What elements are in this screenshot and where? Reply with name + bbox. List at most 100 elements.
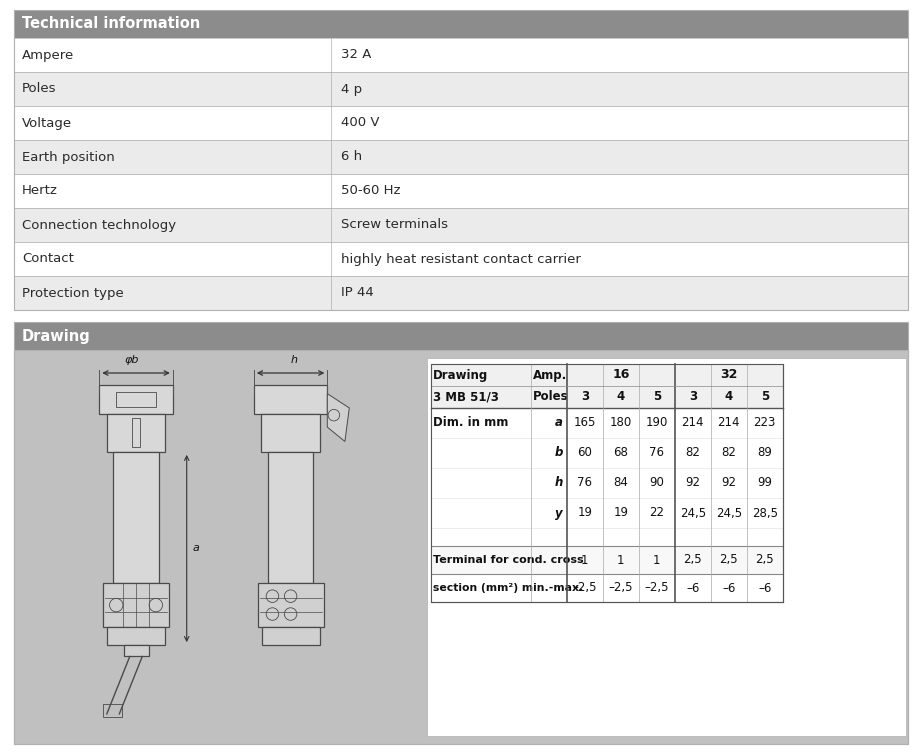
Bar bbox=[116, 392, 156, 406]
Text: 4 p: 4 p bbox=[341, 82, 362, 96]
Bar bbox=[431, 498, 783, 528]
Polygon shape bbox=[327, 394, 349, 441]
Text: 19: 19 bbox=[577, 507, 592, 520]
Text: h: h bbox=[554, 477, 562, 489]
Text: IP 44: IP 44 bbox=[341, 287, 374, 299]
Text: 28,5: 28,5 bbox=[751, 507, 778, 520]
Bar bbox=[14, 174, 908, 208]
Text: 89: 89 bbox=[757, 446, 773, 459]
Text: Dim. in mm: Dim. in mm bbox=[432, 416, 508, 430]
Text: 2,5: 2,5 bbox=[755, 553, 774, 566]
Text: 24,5: 24,5 bbox=[715, 507, 742, 520]
Text: 4: 4 bbox=[725, 391, 733, 403]
Text: 50-60 Hz: 50-60 Hz bbox=[341, 185, 401, 198]
Bar bbox=[103, 583, 169, 627]
Bar bbox=[100, 385, 172, 414]
Text: 19: 19 bbox=[613, 507, 628, 520]
Bar bbox=[14, 276, 908, 310]
Text: 90: 90 bbox=[649, 477, 664, 489]
Text: –2,5: –2,5 bbox=[609, 581, 633, 594]
Text: 99: 99 bbox=[757, 477, 773, 489]
Text: 76: 76 bbox=[649, 446, 664, 459]
Text: 214: 214 bbox=[717, 416, 740, 430]
Text: 24,5: 24,5 bbox=[680, 507, 706, 520]
Text: Amp.: Amp. bbox=[533, 369, 567, 382]
Bar bbox=[262, 627, 320, 645]
Text: 1: 1 bbox=[653, 553, 660, 566]
Text: 2,5: 2,5 bbox=[719, 553, 739, 566]
Text: Poles: Poles bbox=[22, 82, 56, 96]
Text: 400 V: 400 V bbox=[341, 117, 380, 130]
Bar bbox=[14, 322, 908, 350]
Text: y: y bbox=[555, 507, 562, 520]
Text: 82: 82 bbox=[685, 446, 700, 459]
Bar bbox=[431, 468, 783, 498]
Bar bbox=[14, 208, 908, 242]
Bar bbox=[103, 704, 122, 717]
Bar bbox=[133, 418, 140, 447]
Bar bbox=[14, 242, 908, 276]
Text: 5: 5 bbox=[653, 391, 661, 403]
Text: Technical information: Technical information bbox=[22, 17, 200, 32]
Bar bbox=[254, 385, 327, 414]
Bar bbox=[14, 10, 908, 38]
Bar bbox=[431, 386, 783, 408]
Bar bbox=[107, 414, 165, 452]
Bar bbox=[257, 583, 324, 627]
Bar bbox=[431, 364, 783, 386]
Text: 3: 3 bbox=[581, 391, 589, 403]
Text: 3: 3 bbox=[689, 391, 697, 403]
Bar bbox=[14, 10, 908, 310]
Text: 1: 1 bbox=[617, 553, 624, 566]
Bar bbox=[14, 72, 908, 106]
Text: 5: 5 bbox=[761, 391, 769, 403]
Text: 92: 92 bbox=[721, 477, 737, 489]
Text: Drawing: Drawing bbox=[432, 369, 488, 382]
Text: highly heat resistant contact carrier: highly heat resistant contact carrier bbox=[341, 253, 581, 265]
Bar bbox=[14, 140, 908, 174]
Bar bbox=[14, 322, 908, 744]
Text: 84: 84 bbox=[613, 477, 628, 489]
Bar bbox=[261, 414, 320, 452]
Bar bbox=[427, 358, 906, 736]
Bar bbox=[107, 627, 165, 645]
Text: Ampere: Ampere bbox=[22, 48, 75, 62]
Text: section (mm²) min.-max.: section (mm²) min.-max. bbox=[432, 583, 583, 593]
Text: 1: 1 bbox=[581, 553, 588, 566]
Text: φb: φb bbox=[124, 355, 139, 365]
Bar bbox=[431, 438, 783, 468]
Text: Connection technology: Connection technology bbox=[22, 219, 176, 231]
Text: 32: 32 bbox=[720, 369, 738, 382]
Text: 223: 223 bbox=[753, 416, 776, 430]
Text: –6: –6 bbox=[686, 581, 700, 594]
Text: 68: 68 bbox=[613, 446, 628, 459]
Text: 92: 92 bbox=[685, 477, 701, 489]
Text: 82: 82 bbox=[721, 446, 736, 459]
Text: Earth position: Earth position bbox=[22, 151, 114, 164]
Text: b: b bbox=[554, 446, 562, 459]
Text: Contact: Contact bbox=[22, 253, 74, 265]
Text: Drawing: Drawing bbox=[22, 329, 90, 344]
Text: Protection type: Protection type bbox=[22, 287, 124, 299]
Text: Voltage: Voltage bbox=[22, 117, 72, 130]
Bar bbox=[124, 645, 148, 657]
Text: Terminal for cond. cross: Terminal for cond. cross bbox=[432, 555, 584, 565]
Bar bbox=[268, 452, 313, 583]
Text: –6: –6 bbox=[758, 581, 772, 594]
Text: 180: 180 bbox=[609, 416, 632, 430]
Text: 60: 60 bbox=[577, 446, 592, 459]
Bar bbox=[14, 350, 908, 744]
Text: 32 A: 32 A bbox=[341, 48, 372, 62]
Text: h: h bbox=[291, 355, 298, 365]
Text: 16: 16 bbox=[612, 369, 630, 382]
Bar bbox=[113, 452, 159, 583]
Text: 190: 190 bbox=[645, 416, 668, 430]
Text: a: a bbox=[555, 416, 562, 430]
Bar bbox=[431, 364, 783, 602]
Text: Screw terminals: Screw terminals bbox=[341, 219, 448, 231]
Text: –6: –6 bbox=[722, 581, 736, 594]
Text: 6 h: 6 h bbox=[341, 151, 362, 164]
Text: 22: 22 bbox=[649, 507, 664, 520]
Text: Hertz: Hertz bbox=[22, 185, 58, 198]
Bar bbox=[431, 546, 783, 574]
